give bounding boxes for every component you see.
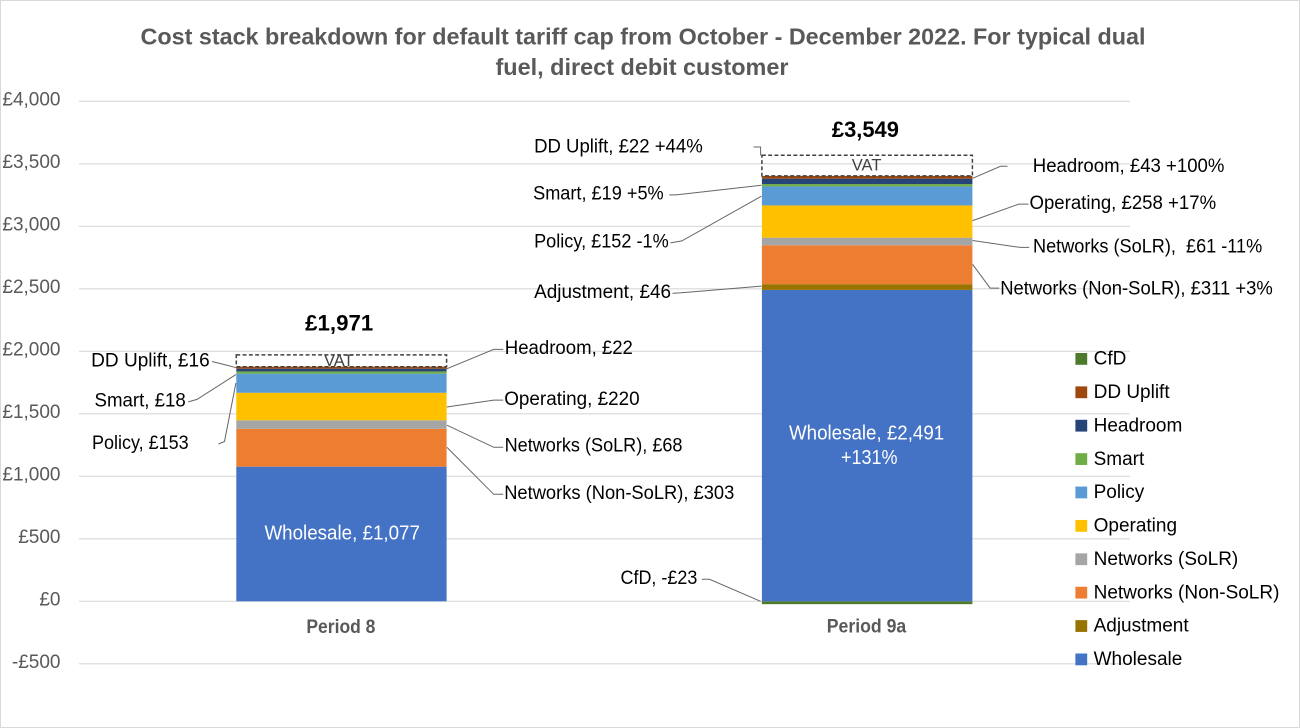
svg-text:£2,500: £2,500 [2, 277, 60, 298]
svg-text:£1,000: £1,000 [2, 464, 60, 485]
svg-text:Adjustment: Adjustment [1094, 616, 1190, 637]
svg-text:DD Uplift, £22 +44%: DD Uplift, £22 +44% [534, 137, 703, 158]
svg-text:£0: £0 [39, 589, 60, 610]
svg-text:Networks (SoLR): Networks (SoLR) [1094, 549, 1239, 570]
svg-text:Headroom, £22: Headroom, £22 [505, 338, 633, 359]
svg-text:VAT: VAT [324, 352, 354, 370]
svg-text:Adjustment, £46: Adjustment, £46 [534, 282, 671, 303]
svg-text:Networks (Non-SoLR), £303: Networks (Non-SoLR), £303 [504, 483, 734, 504]
svg-text:Policy, £153: Policy, £153 [92, 433, 189, 454]
svg-text:Wholesale, £2,491: Wholesale, £2,491 [789, 422, 944, 445]
svg-text:Policy, £152 -1%: Policy, £152 -1% [534, 232, 669, 253]
svg-text:Networks (SoLR), £61 -11%: Networks (SoLR), £61 -11% [1033, 236, 1262, 257]
svg-text:Wholesale, £1,077: Wholesale, £1,077 [264, 522, 420, 545]
svg-text:CfD, -£23: CfD, -£23 [621, 568, 698, 589]
svg-text:£3,500: £3,500 [2, 152, 60, 173]
svg-text:Period 8: Period 8 [306, 617, 375, 638]
svg-text:£3,000: £3,000 [2, 214, 60, 235]
svg-text:Operating: Operating [1094, 516, 1177, 537]
svg-text:£2,000: £2,000 [2, 339, 60, 360]
svg-text:£500: £500 [18, 527, 60, 548]
svg-text:Period 9a: Period 9a [827, 617, 907, 638]
svg-text:Smart, £18: Smart, £18 [95, 391, 186, 412]
svg-text:fuel, direct debit customer: fuel, direct debit customer [496, 54, 789, 80]
svg-text:CfD: CfD [1094, 349, 1127, 370]
svg-text:VAT: VAT [852, 157, 882, 175]
svg-text:£3,549: £3,549 [832, 117, 899, 142]
svg-text:Networks (Non-SoLR), £311 +3%: Networks (Non-SoLR), £311 +3% [1000, 279, 1273, 300]
svg-text:Headroom, £43 +100%: Headroom, £43 +100% [1033, 156, 1225, 177]
svg-text:Wholesale: Wholesale [1094, 649, 1183, 670]
svg-text:Policy: Policy [1094, 482, 1145, 503]
svg-text:Headroom: Headroom [1094, 415, 1183, 436]
svg-text:Operating, £220: Operating, £220 [504, 389, 640, 410]
svg-text:Smart, £19 +5%: Smart, £19 +5% [533, 184, 664, 205]
svg-text:£1,971: £1,971 [305, 310, 373, 335]
svg-text:+131%: +131% [841, 446, 898, 469]
svg-text:Networks (SoLR), £68: Networks (SoLR), £68 [505, 435, 683, 456]
svg-text:£4,000: £4,000 [2, 89, 60, 110]
svg-text:Operating, £258 +17%: Operating, £258 +17% [1030, 193, 1217, 214]
svg-text:Cost stack breakdown for defau: Cost stack breakdown for default tariff … [141, 24, 1146, 50]
svg-text:Networks (Non-SoLR): Networks (Non-SoLR) [1094, 582, 1280, 603]
svg-text:£1,500: £1,500 [2, 402, 60, 423]
svg-text:DD Uplift: DD Uplift [1094, 382, 1171, 403]
svg-text:DD Uplift, £16: DD Uplift, £16 [91, 350, 210, 371]
svg-text:Smart: Smart [1094, 449, 1145, 470]
svg-text:-£500: -£500 [12, 652, 61, 673]
